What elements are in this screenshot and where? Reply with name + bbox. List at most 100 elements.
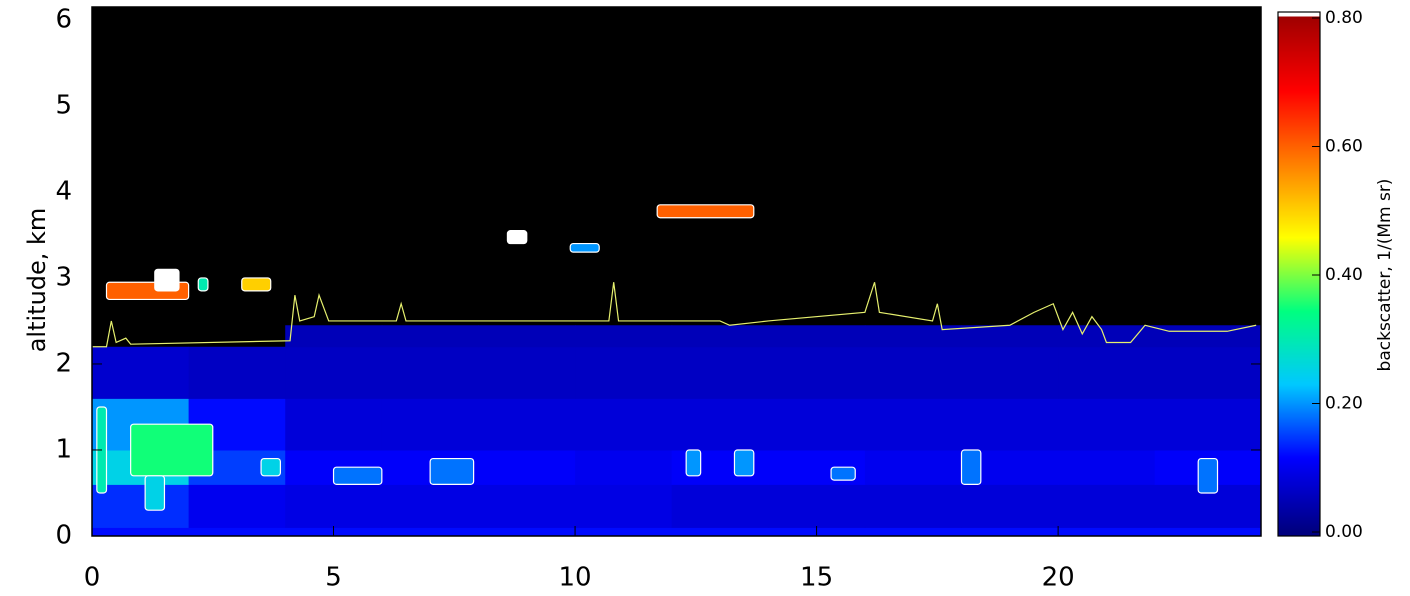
colorbar-strip <box>1278 22 1320 25</box>
colorbar-strip <box>1278 470 1320 473</box>
colorbar-strip <box>1278 196 1320 199</box>
colorbar-strip <box>1278 28 1320 31</box>
colorbar-strip <box>1278 434 1320 437</box>
colorbar-strip <box>1278 454 1320 457</box>
heatmap-cell <box>961 398 1059 451</box>
heatmap-cell <box>478 527 576 537</box>
cloud <box>130 423 214 477</box>
heatmap-cell <box>671 398 769 451</box>
y-axis-label: altitude, km <box>23 208 51 353</box>
heatmap-cell <box>575 346 673 399</box>
heatmap-cell <box>478 449 576 485</box>
colorbar-strip <box>1278 56 1320 59</box>
colorbar-strip <box>1278 468 1320 471</box>
colorbar-strip <box>1278 320 1320 323</box>
colorbar-strip <box>1278 400 1320 403</box>
heatmap-cell <box>864 346 963 399</box>
colorbar-strip <box>1278 92 1320 95</box>
colorbar-strip <box>1278 304 1320 307</box>
colorbar-strip <box>1278 406 1320 409</box>
colorbar-strip <box>1278 62 1320 65</box>
colorbar-strip <box>1278 284 1320 287</box>
colorbar-strip <box>1278 514 1320 517</box>
colorbar-strip <box>1278 52 1320 55</box>
colorbar-strip <box>1278 272 1320 275</box>
colorbar-strip <box>1278 122 1320 125</box>
colorbar-strip <box>1278 474 1320 477</box>
colorbar-strip <box>1278 154 1320 157</box>
colorbar-strip <box>1278 106 1320 109</box>
colorbar-strip <box>1278 76 1320 79</box>
colorbar-strip <box>1278 184 1320 187</box>
colorbar-strip <box>1278 94 1320 97</box>
colorbar-strip <box>1278 452 1320 455</box>
colorbar-strip <box>1278 128 1320 131</box>
colorbar-strip <box>1278 140 1320 143</box>
colorbar-strip <box>1278 344 1320 347</box>
colorbar-strip <box>1278 142 1320 145</box>
colorbar-strip <box>1278 264 1320 267</box>
colorbar-strip <box>1278 292 1320 295</box>
colorbar-strip <box>1278 342 1320 345</box>
colorbar-strip <box>1278 18 1320 21</box>
colorbar-strip <box>1278 484 1320 487</box>
colorbar-strip <box>1278 70 1320 73</box>
colorbar-strip <box>1278 144 1320 147</box>
colorbar-strip <box>1278 360 1320 363</box>
colorbar-strip <box>1278 392 1320 395</box>
colorbar-strip <box>1278 78 1320 81</box>
colorbar-strip <box>1278 16 1320 19</box>
colorbar-strip <box>1278 334 1320 337</box>
colorbar-strip <box>1278 306 1320 309</box>
colorbar-strip <box>1278 450 1320 453</box>
heatmap-cell <box>864 484 963 528</box>
x-tick-label: 10 <box>559 563 592 593</box>
colorbar-strip <box>1278 302 1320 305</box>
colorbar-tick-label: 0.40 <box>1325 265 1363 285</box>
colorbar-strip <box>1278 234 1320 237</box>
colorbar-strip <box>1278 362 1320 365</box>
y-tick-label: 6 <box>55 4 72 34</box>
colorbar-strip <box>1278 118 1320 121</box>
colorbar-strip <box>1278 294 1320 297</box>
heatmap-cell <box>1154 325 1262 348</box>
colorbar-strip <box>1278 120 1320 123</box>
heatmap-cell <box>768 346 866 399</box>
cloud <box>241 277 272 292</box>
colorbar-strip <box>1278 170 1320 173</box>
cloud <box>1197 457 1219 494</box>
heatmap-cell <box>575 484 673 528</box>
heatmap-cell <box>961 346 1059 399</box>
colorbar-strip <box>1278 260 1320 263</box>
cloud <box>429 457 475 485</box>
heatmap-cell <box>478 484 576 528</box>
colorbar-strip <box>1278 126 1320 129</box>
colorbar-strip <box>1278 72 1320 75</box>
colorbar-strip <box>1278 232 1320 235</box>
colorbar-strip <box>1278 164 1320 167</box>
colorbar-strip <box>1278 248 1320 251</box>
colorbar-strip <box>1278 486 1320 489</box>
heatmap-cell <box>671 484 769 528</box>
colorbar-strip <box>1278 66 1320 69</box>
heatmap-cell <box>961 527 1059 537</box>
colorbar-strip <box>1278 384 1320 387</box>
colorbar-strip <box>1278 330 1320 333</box>
colorbar-strip <box>1278 316 1320 319</box>
colorbar-strip <box>1278 42 1320 45</box>
heatmap-cell <box>864 325 963 348</box>
colorbar-strip <box>1278 436 1320 439</box>
colorbar-strip <box>1278 152 1320 155</box>
colorbar-strip <box>1278 168 1320 171</box>
colorbar-strip <box>1278 162 1320 165</box>
heatmap-cell <box>768 484 866 528</box>
colorbar-strip <box>1278 246 1320 249</box>
cloud <box>154 268 180 292</box>
x-tick-label: 20 <box>1042 563 1075 593</box>
colorbar-strip <box>1278 444 1320 447</box>
colorbar-strip <box>1278 522 1320 525</box>
colorbar-strip <box>1278 200 1320 203</box>
colorbar-strip <box>1278 380 1320 383</box>
colorbar-strip <box>1278 58 1320 61</box>
